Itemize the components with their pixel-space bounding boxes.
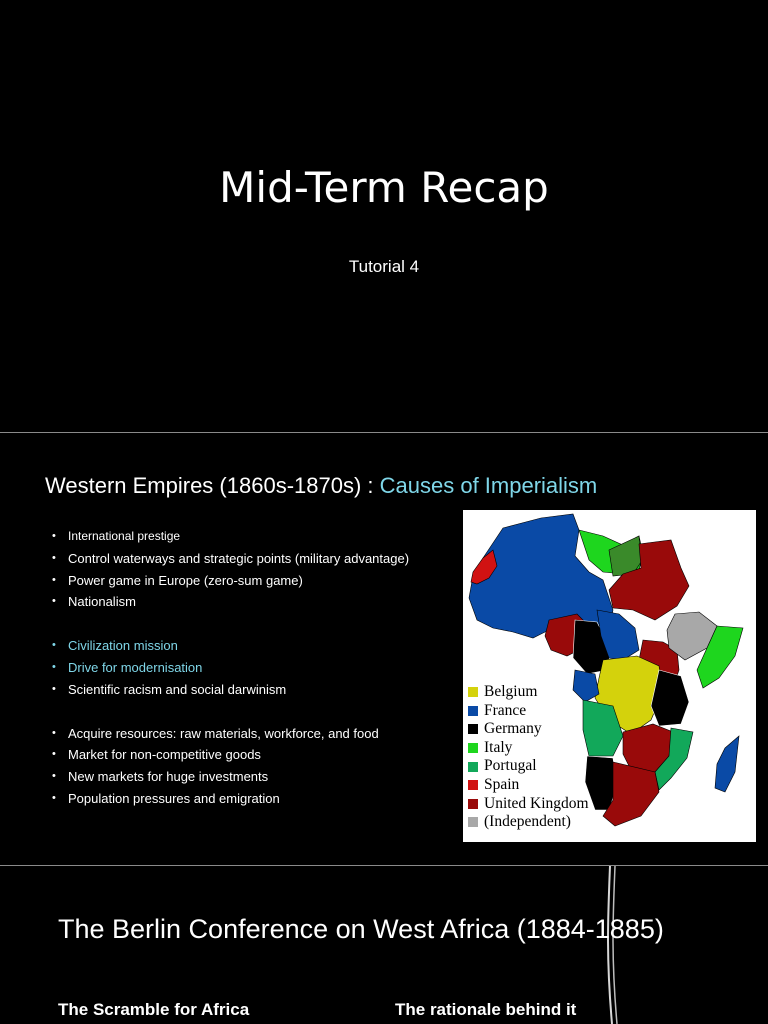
slide-divider	[0, 432, 768, 433]
slide-title: Western Empires (1860s-1870s) : Causes o…	[45, 473, 597, 499]
title-main: Western Empires (1860s-1870s) :	[45, 473, 380, 498]
right-heading: The rationale behind it	[395, 1000, 577, 1019]
region-uk-cape	[602, 761, 660, 827]
legend-item: Spain	[468, 776, 589, 795]
region-madagascar	[714, 735, 740, 793]
region-somalia	[696, 625, 744, 689]
slide-divider	[0, 865, 768, 866]
list-item: Control waterways and strategic points (…	[52, 548, 452, 570]
left-heading: The Scramble for Africa	[58, 1000, 250, 1019]
region-uk-north	[608, 539, 690, 621]
swatch	[468, 817, 478, 828]
swatch	[468, 724, 478, 735]
list-item: International prestige	[52, 526, 452, 548]
slide-subtitle: Tutorial 4	[348, 257, 420, 276]
decorative-cable	[607, 866, 618, 1024]
slide-title: Mid-Term Recap	[219, 163, 549, 212]
title-slide: Mid-Term Recap Tutorial 4	[0, 0, 768, 432]
legend-label: (Independent)	[484, 813, 571, 831]
region-france-gabon	[572, 669, 600, 703]
legend-item: Germany	[468, 720, 589, 739]
region-angola	[582, 699, 624, 757]
legend-item: United Kingdom	[468, 795, 589, 814]
africa-map-graphic	[468, 513, 744, 827]
list-item: Scientific racism and social darwinism	[52, 679, 452, 701]
legend-label: United Kingdom	[484, 794, 589, 812]
legend-item: France	[468, 702, 589, 721]
region-ethiopia	[666, 611, 718, 661]
list-item: Drive for modernisation	[52, 657, 452, 679]
legend-label: Belgium	[484, 683, 538, 700]
region-egypt	[608, 535, 642, 577]
berlin-conference-slide: The Berlin Conference on West Africa (18…	[0, 866, 768, 1024]
legend-label: France	[484, 701, 527, 719]
list-item: New markets for huge investments	[52, 766, 452, 788]
list-item: Market for non-competitive goods	[52, 744, 452, 766]
list-item: Nationalism	[52, 591, 452, 613]
legend-label: Portugal	[484, 757, 537, 775]
imperialism-slide: Western Empires (1860s-1870s) : Causes o…	[0, 433, 768, 865]
africa-colonial-map	[463, 510, 756, 842]
region-france-central	[596, 609, 640, 661]
list-item: Power game in Europe (zero-sum game)	[52, 570, 452, 592]
legend-item: Italy	[468, 739, 589, 758]
map-legend: Belgium France Germany Italy Portugal Sp…	[468, 683, 589, 832]
swatch	[468, 798, 478, 809]
swatch	[468, 687, 478, 698]
title-accent: Causes of Imperialism	[379, 473, 598, 498]
swatch	[468, 761, 478, 772]
list-item: Population pressures and emigration	[52, 788, 452, 810]
swatch	[468, 780, 478, 791]
swatch	[468, 743, 478, 754]
swatch	[468, 705, 478, 716]
slide-title: The Berlin Conference on West Africa (18…	[58, 914, 664, 944]
legend-item: Belgium	[468, 683, 589, 702]
region-germany-east	[650, 669, 690, 727]
legend-item: (Independent)	[468, 813, 589, 832]
list-item: Acquire resources: raw materials, workfo…	[52, 723, 452, 745]
region-mozambique	[654, 727, 694, 791]
legend-label: Germany	[484, 720, 542, 738]
list-item: Civilization mission	[52, 635, 452, 657]
region-spain	[470, 549, 498, 585]
legend-label: Spain	[484, 775, 520, 793]
legend-item: Portugal	[468, 757, 589, 776]
causes-bullet-list: International prestige Control waterways…	[52, 526, 452, 810]
legend-label: Italy	[484, 738, 513, 756]
